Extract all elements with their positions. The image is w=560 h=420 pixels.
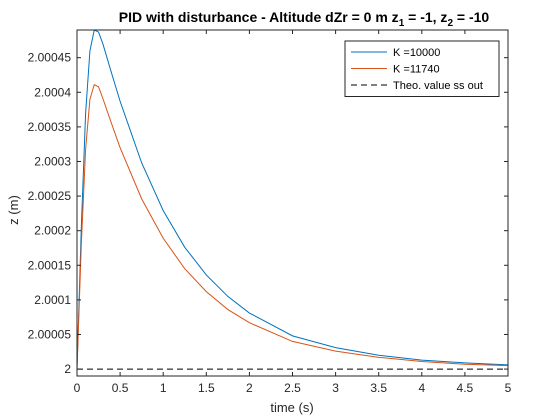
y-tick-label: 2.00025: [28, 189, 72, 203]
x-tick-label: 0: [74, 381, 81, 395]
y-tick-label: 2.00045: [28, 51, 72, 65]
x-tick-label: 1.5: [198, 381, 215, 395]
x-tick-label: 3.5: [370, 381, 387, 395]
chart-title: PID with disturbance - Altitude dZr = 0 …: [119, 9, 490, 29]
x-tick-label: 5: [505, 381, 512, 395]
series-line-1: [76, 29, 509, 370]
legend-label-1: K =10000: [393, 47, 440, 59]
title-mid: = -1, z: [404, 9, 447, 25]
y-tick-label: 2.00035: [28, 120, 72, 134]
y-tick-label: 2.00015: [28, 258, 72, 272]
title-subscript-1: 1: [399, 18, 405, 29]
x-tick-label: 4: [418, 381, 425, 395]
y-tick-label: 2.0004: [34, 85, 71, 99]
x-tick-label: 3: [332, 381, 339, 395]
x-axis-label: time (s): [270, 400, 313, 415]
x-tick-label: 1: [160, 381, 167, 395]
y-tick-label: 2: [64, 362, 71, 376]
x-tick-label: 4.5: [457, 381, 474, 395]
y-axis-label: z (m): [6, 195, 21, 225]
x-tick-label: 0.5: [112, 381, 129, 395]
y-tick-label: 2.0002: [34, 224, 71, 238]
plot-area: 0 0.5 1 1.5 2 2.5 3 3.5 4 4.5 5 2 2.00005 2.0001 2.000…: [28, 29, 512, 395]
title-subscript-2: 2: [447, 18, 453, 29]
y-tick-label: 2.00005: [28, 327, 72, 341]
legend-label-3: Theo. value ss out: [393, 80, 483, 92]
x-tick-label: 2: [246, 381, 253, 395]
legend-label-2: K =11740: [393, 64, 440, 76]
y-tick-label: 2.0001: [34, 293, 71, 307]
title-suffix: = -10: [453, 9, 489, 25]
title-prefix: PID with disturbance - Altitude dZr = 0 …: [119, 9, 399, 25]
x-tick-label: 2.5: [284, 381, 301, 395]
y-tick-label: 2.0003: [34, 154, 71, 168]
series-line-2: [76, 83, 509, 370]
